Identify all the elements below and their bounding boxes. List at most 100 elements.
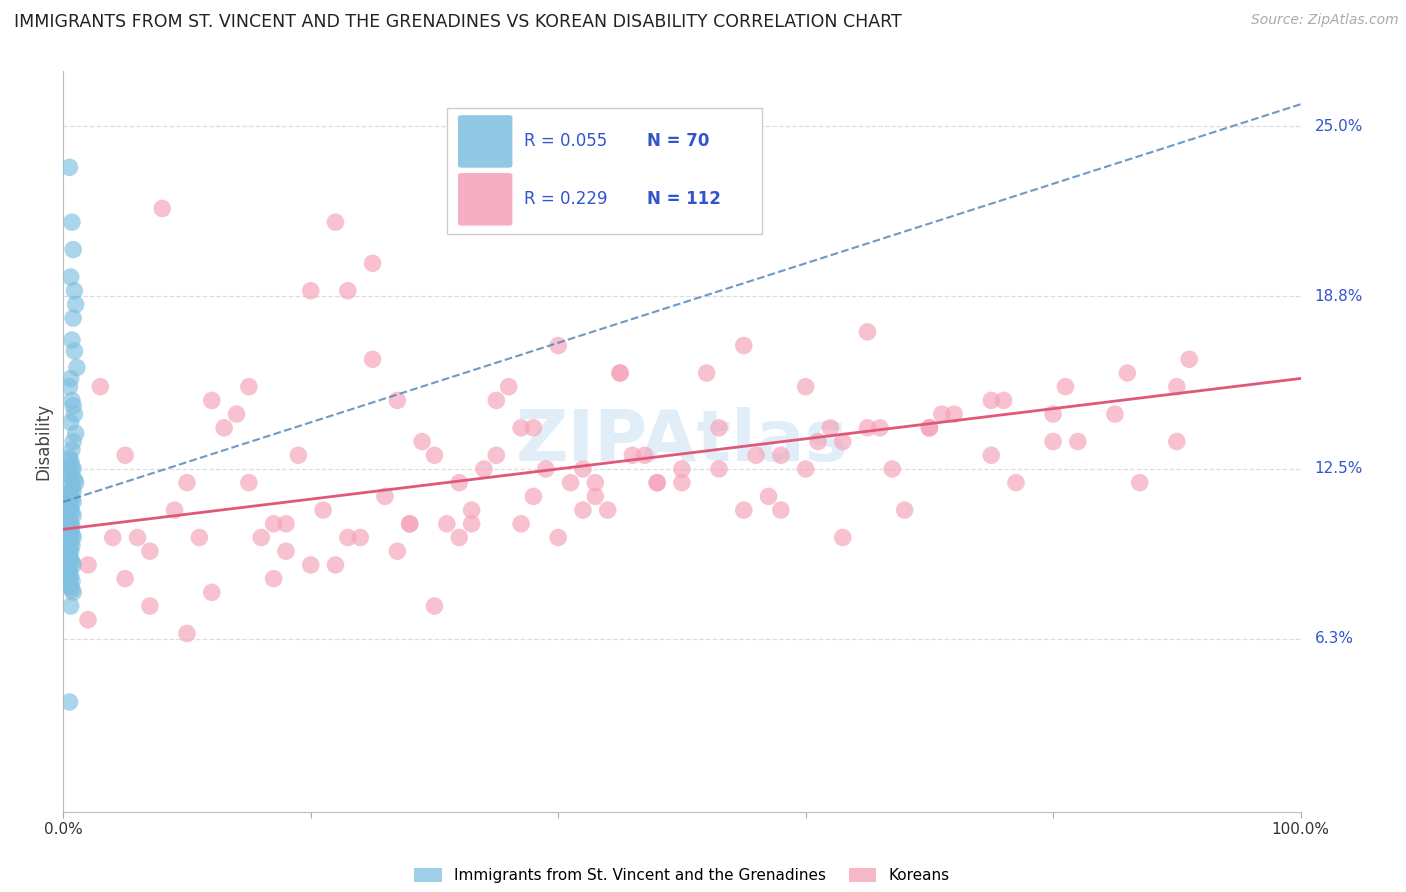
Point xyxy=(58,572,80,586)
Point xyxy=(58,498,80,512)
Point xyxy=(58,541,80,556)
Point xyxy=(869,421,891,435)
Text: N = 70: N = 70 xyxy=(647,132,710,150)
Point xyxy=(993,393,1015,408)
Point xyxy=(472,462,495,476)
Point xyxy=(572,462,595,476)
Point xyxy=(1054,380,1077,394)
Point xyxy=(60,333,83,347)
Point xyxy=(398,516,420,531)
Point xyxy=(1042,434,1064,449)
Point xyxy=(58,577,80,591)
Point xyxy=(1042,407,1064,421)
Point xyxy=(62,558,84,572)
Point xyxy=(733,503,755,517)
FancyBboxPatch shape xyxy=(458,173,512,226)
Point xyxy=(62,399,84,413)
Point xyxy=(59,516,82,531)
Point xyxy=(263,572,285,586)
Point xyxy=(63,284,86,298)
Point xyxy=(707,421,730,435)
Point xyxy=(423,448,446,462)
Legend: Immigrants from St. Vincent and the Grenadines, Koreans: Immigrants from St. Vincent and the Gren… xyxy=(408,862,956,889)
Text: R = 0.229: R = 0.229 xyxy=(523,190,607,208)
Point xyxy=(460,503,482,517)
Point xyxy=(794,462,817,476)
Point xyxy=(361,256,384,270)
Point xyxy=(62,462,84,476)
Text: R = 0.055: R = 0.055 xyxy=(523,132,607,150)
Point xyxy=(59,489,82,503)
Point xyxy=(60,492,83,507)
Point xyxy=(59,270,82,285)
Point xyxy=(547,531,569,545)
Point xyxy=(60,528,83,542)
Point xyxy=(733,338,755,352)
Point xyxy=(59,569,82,583)
Point xyxy=(1166,380,1188,394)
Point xyxy=(769,503,792,517)
Point xyxy=(336,531,359,545)
Point xyxy=(831,531,853,545)
Point xyxy=(1005,475,1028,490)
Point xyxy=(59,580,82,594)
Point xyxy=(150,202,173,216)
Point xyxy=(980,393,1002,408)
Point xyxy=(374,489,396,503)
Point xyxy=(63,407,86,421)
Point xyxy=(59,465,82,479)
Point xyxy=(349,531,371,545)
Point xyxy=(188,531,211,545)
Point xyxy=(387,544,409,558)
Point xyxy=(66,360,89,375)
Point xyxy=(62,585,84,599)
Point xyxy=(77,558,100,572)
Point xyxy=(65,426,87,441)
Point xyxy=(114,448,136,462)
Point xyxy=(60,470,83,484)
Point xyxy=(65,475,87,490)
Point xyxy=(436,516,458,531)
Y-axis label: Disability: Disability xyxy=(35,403,53,480)
Point xyxy=(596,503,619,517)
Point xyxy=(58,486,80,500)
Point xyxy=(59,536,82,550)
Point xyxy=(62,243,84,257)
Point xyxy=(250,531,273,545)
Point xyxy=(882,462,904,476)
Point xyxy=(238,475,260,490)
Point xyxy=(274,516,297,531)
Point xyxy=(460,516,482,531)
Point xyxy=(60,215,83,229)
Point xyxy=(201,393,224,408)
Point xyxy=(1178,352,1201,367)
Point xyxy=(60,459,83,474)
Point xyxy=(609,366,631,380)
Point xyxy=(299,284,322,298)
Point xyxy=(263,516,285,531)
Point xyxy=(621,448,644,462)
Point xyxy=(62,495,84,509)
Text: 12.5%: 12.5% xyxy=(1315,461,1362,476)
Point xyxy=(361,352,384,367)
Point xyxy=(139,599,162,613)
Text: 25.0%: 25.0% xyxy=(1315,119,1362,134)
Point xyxy=(58,514,80,528)
Point xyxy=(238,380,260,394)
Point xyxy=(65,297,87,311)
Text: 18.8%: 18.8% xyxy=(1315,289,1362,303)
Point xyxy=(62,483,84,498)
Point xyxy=(522,489,544,503)
Point xyxy=(820,421,842,435)
Point xyxy=(449,531,471,545)
Point xyxy=(485,393,508,408)
Point xyxy=(299,558,322,572)
Point xyxy=(510,421,533,435)
Point xyxy=(58,547,80,561)
Text: ZIPAtlas: ZIPAtlas xyxy=(516,407,848,476)
Point xyxy=(59,524,82,539)
Point xyxy=(59,454,82,468)
Point xyxy=(325,558,347,572)
Point xyxy=(707,462,730,476)
Point xyxy=(58,511,80,525)
